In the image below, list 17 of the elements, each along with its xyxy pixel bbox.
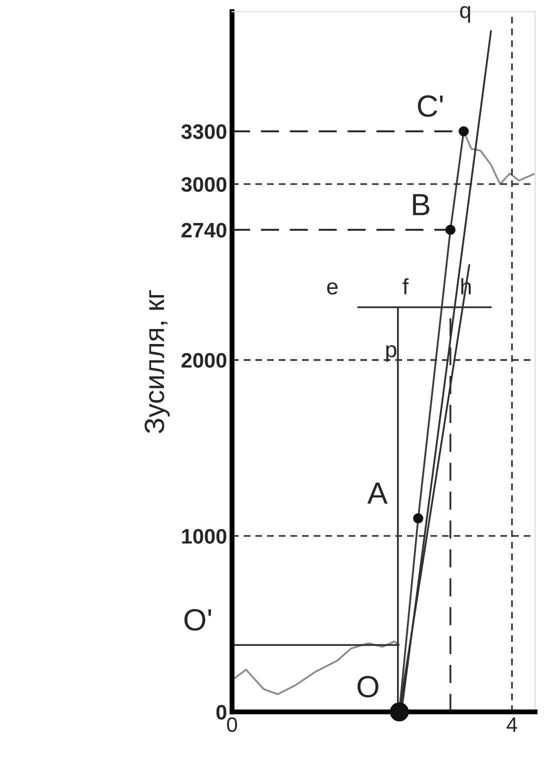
annotation: f [402, 278, 409, 294]
y-tick-label: 2740 [182, 222, 226, 238]
x-tick-label: 4 [506, 717, 518, 732]
y-tick-label: 0 [216, 704, 226, 720]
y-axis-title: Зусилля, кг [144, 290, 170, 434]
annotation: q [460, 6, 470, 23]
annotation: e [327, 282, 338, 295]
annotation: A [367, 482, 388, 504]
y-tick-label: 3000 [181, 177, 226, 192]
annotation: p [386, 345, 396, 362]
y-tick-label: 2000 [182, 353, 226, 368]
y-tick-label: 3300 [181, 124, 226, 140]
annotation: O' [184, 609, 212, 631]
annotation: O [358, 676, 378, 698]
annotation: C' [418, 95, 443, 117]
y-tick-label: 1000 [182, 528, 226, 544]
annotation: B [413, 194, 430, 216]
